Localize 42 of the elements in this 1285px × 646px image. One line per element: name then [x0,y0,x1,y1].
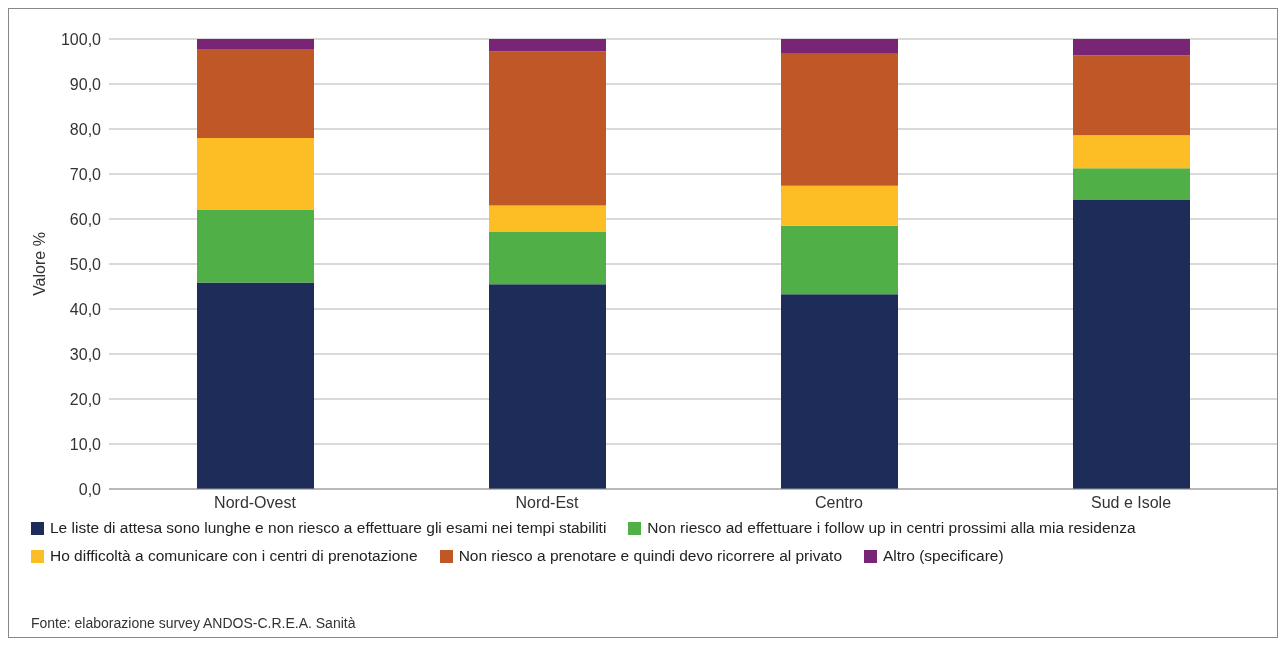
y-tick-label: 0,0 [78,480,102,498]
legend-label: Ho difficoltà a comunicare con i centri di prenotazione [50,547,418,565]
bar [1073,55,1190,136]
x-tick-label: Nord-Ovest [214,494,297,512]
legend-label: Le liste di attesa sono lunghe e non riesco a effettuare gli esami nei tempi stabiliti [50,519,607,537]
x-tick-label: Sud e Isole [1090,494,1172,512]
bar [197,282,314,489]
bar [489,51,606,206]
bar [197,39,314,49]
y-tick-label: 40,0 [69,300,102,318]
bar [1073,200,1190,489]
bar [489,284,606,489]
y-tick-label: 90,0 [69,75,102,93]
bar [489,39,606,52]
source-note: Fonte: elaborazione survey ANDOS-C.R.E.A. Sanità [31,615,357,631]
y-tick-label: 20,0 [69,390,102,408]
bar [489,232,606,285]
bar [781,225,898,295]
x-tick-label: Nord-Est [515,494,580,512]
y-tick-label: 70,0 [69,165,102,183]
y-tick-label: 60,0 [69,210,102,228]
legend-label: Altro (specificare) [883,547,1004,565]
x-tick-label: Centro [814,494,864,512]
bar [197,209,314,283]
y-tick-label: 30,0 [69,345,102,363]
bar [781,294,898,489]
bar [1073,168,1190,201]
bar [197,138,314,210]
bar [781,53,898,186]
bar [781,39,898,54]
bar [1073,39,1190,56]
y-tick-label: 80,0 [69,120,102,138]
legend-label: Non riesco ad effettuare i follow up in centri prossimi alla mia residenza [647,519,1136,537]
bar [1073,135,1190,169]
y-tick-label: 100,0 [60,30,102,48]
y-tick-label: 50,0 [69,255,102,273]
bar [781,185,898,226]
bar [197,48,314,138]
bar [489,205,606,233]
y-tick-label: 10,0 [69,435,102,453]
y-axis-title: Valore % [30,232,48,296]
legend-label: Non riesco a prenotare e quindi devo ricorrere al privato [458,547,843,565]
